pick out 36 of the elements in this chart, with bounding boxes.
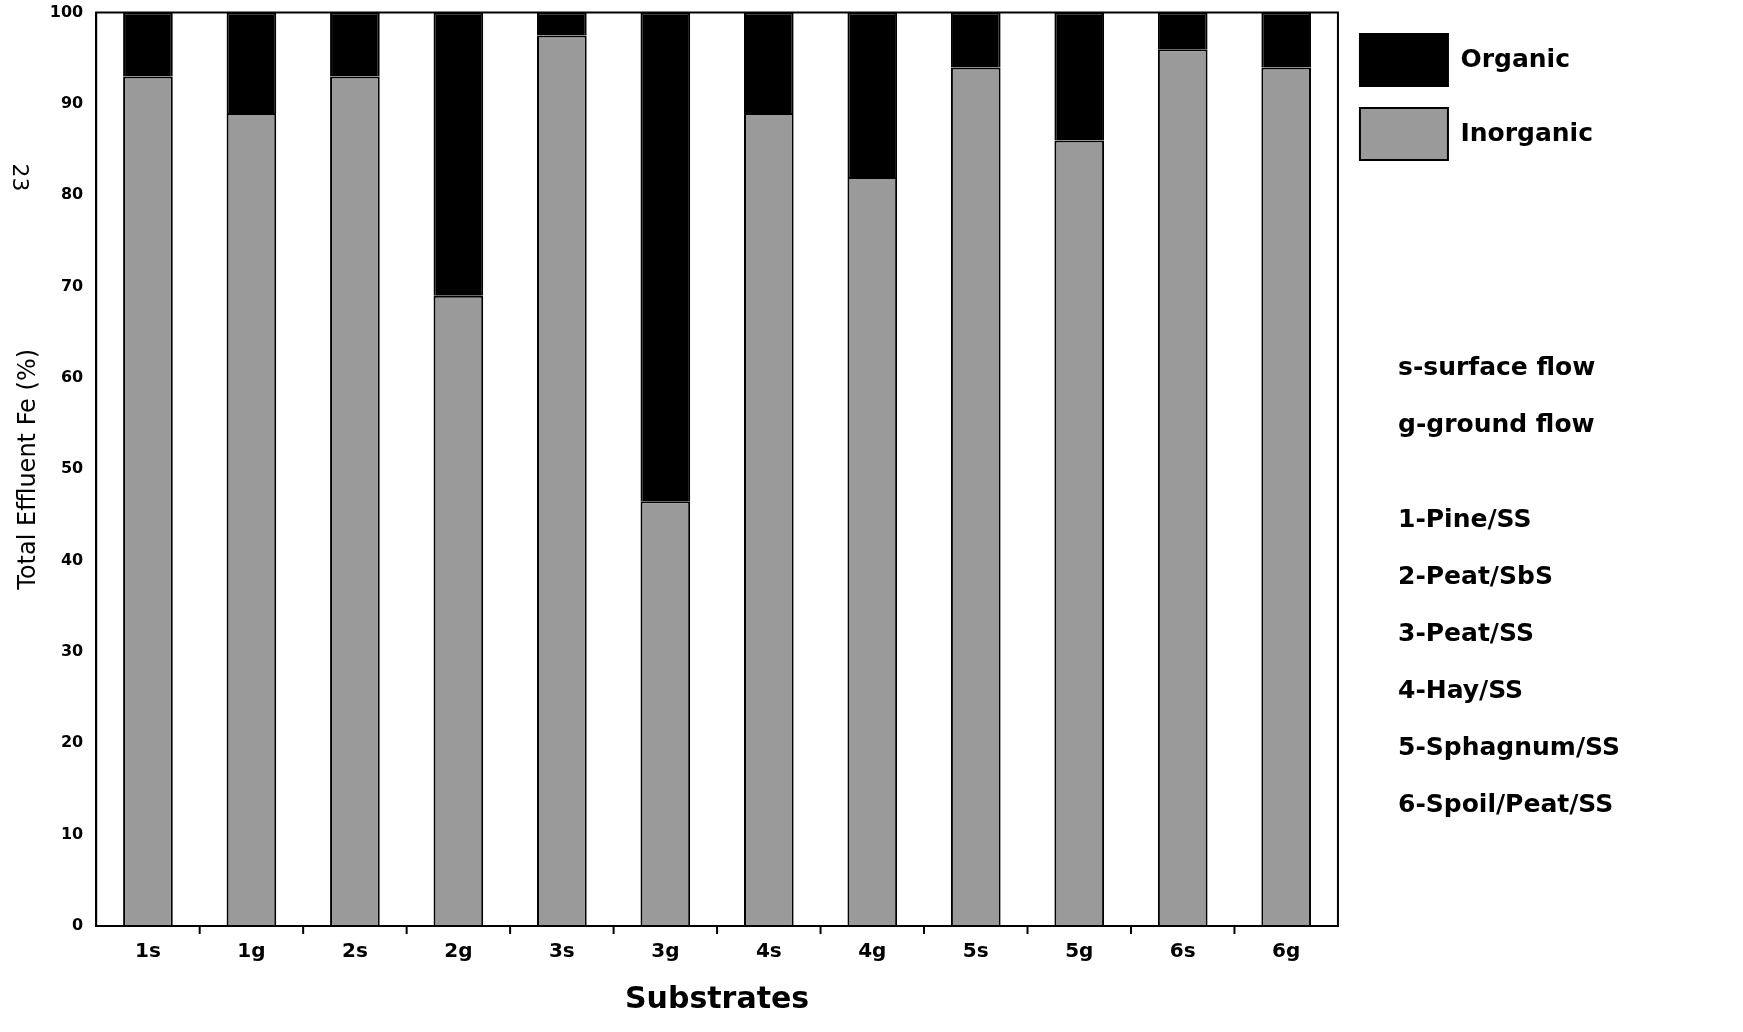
x-tick-label: 5g <box>1065 938 1094 963</box>
x-tick-label: 3s <box>548 938 575 963</box>
x-tick-label: 6s <box>1169 938 1196 963</box>
x-tick-label: 6g <box>1272 938 1301 963</box>
y-tick-label: 100 <box>49 1 84 21</box>
y-tick-label: 20 <box>60 732 84 752</box>
x-tick-label: 2s <box>341 938 368 963</box>
y-tick-label: 70 <box>60 275 84 295</box>
y-tick-label: 40 <box>60 549 84 569</box>
y-tick-label: 60 <box>60 367 84 387</box>
text: 4-Hay/SS <box>1398 674 1525 706</box>
y-tick-label: 50 <box>60 458 84 478</box>
x-tick-label: 4s <box>755 938 782 963</box>
x-tick-label: 2g <box>444 938 473 963</box>
y-axis-title: Total Effluent Fe (%) <box>12 348 41 591</box>
legend-label: Organic <box>1460 43 1570 73</box>
text: 2-Peat/SbS <box>1398 560 1554 592</box>
text: g-ground flow <box>1398 408 1596 440</box>
x-tick-label: 1g <box>237 938 266 963</box>
x-tick-label: 4g <box>858 938 887 963</box>
text: 1-Pine/SS <box>1398 503 1533 535</box>
text: 6-Spoil/Peat/SS <box>1398 788 1615 820</box>
y-tick-label: 30 <box>60 641 84 661</box>
x-tick-label: 3g <box>651 938 680 963</box>
x-tick-label: 5s <box>962 938 989 963</box>
text: 3-Peat/SS <box>1398 617 1535 649</box>
y-tick-label: 80 <box>60 184 84 204</box>
y-tick-label: 10 <box>60 823 84 843</box>
legend-label: Inorganic <box>1460 117 1594 147</box>
text: s-surface flow <box>1398 351 1597 383</box>
text: 5-Sphagnum/SS <box>1398 731 1620 763</box>
x-axis-title: Substrates <box>624 979 810 1015</box>
text: 23 <box>7 163 33 192</box>
x-tick-label: 1s <box>135 938 161 963</box>
y-tick-label: 90 <box>60 93 84 113</box>
y-tick-label: 0 <box>72 915 84 935</box>
